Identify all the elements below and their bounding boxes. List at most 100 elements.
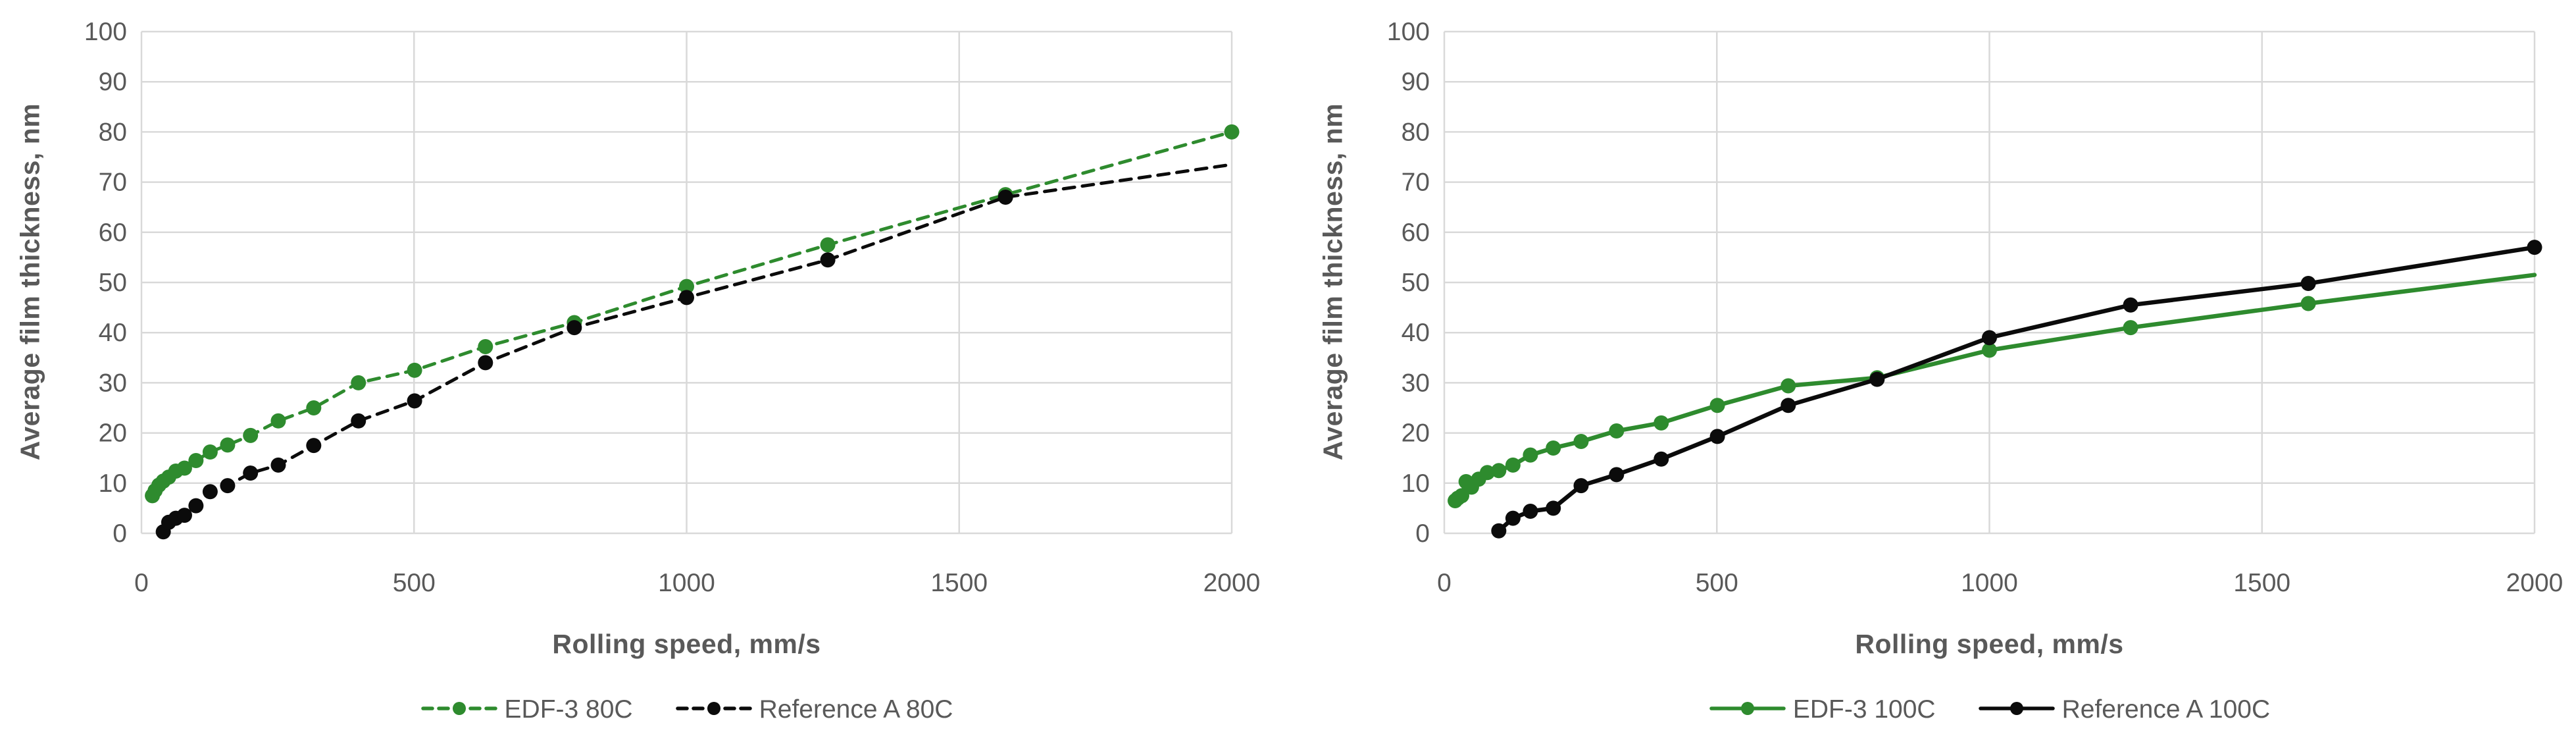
- data-point-marker: [270, 457, 286, 473]
- legend-sample-marker: [707, 701, 720, 715]
- x-tick-label: 2000: [1203, 569, 1261, 597]
- y-tick-label: 70: [1402, 169, 1430, 197]
- data-point-marker: [1479, 465, 1495, 481]
- data-point-marker: [243, 465, 259, 481]
- legend-line-sample: [1709, 697, 1786, 723]
- x-tick-label: 1500: [930, 569, 988, 597]
- data-point-marker: [820, 252, 836, 268]
- x-tick-label: 2000: [2506, 569, 2563, 597]
- y-tick-label: 90: [1402, 68, 1430, 96]
- legend-sample-svg: [675, 701, 752, 715]
- y-tick-label: 40: [1402, 319, 1430, 347]
- legend-item-edf3-80c: EDF-3 80C: [420, 695, 633, 724]
- legend-item-reference-a-100c: Reference A 100C: [1978, 695, 2271, 724]
- y-tick-label: 0: [1415, 519, 1430, 548]
- data-point-marker: [1546, 500, 1561, 516]
- data-point-marker: [1573, 434, 1589, 450]
- y-tick-label: 90: [99, 68, 127, 96]
- y-tick-label: 80: [1402, 118, 1430, 146]
- data-point-marker: [1491, 523, 1507, 539]
- legend-item-reference-a-80c: Reference A 80C: [675, 695, 953, 724]
- data-point-marker: [567, 320, 582, 336]
- data-point-marker: [351, 413, 366, 429]
- data-point-marker: [1654, 451, 1669, 467]
- data-point-marker: [2123, 320, 2138, 336]
- data-point-marker: [998, 189, 1013, 205]
- data-point-marker: [220, 437, 236, 453]
- series-line: [1453, 273, 2537, 503]
- y-tick-label: 10: [1402, 469, 1430, 498]
- x-tick-label: 1000: [658, 569, 715, 597]
- data-point-marker: [306, 438, 322, 454]
- data-point-marker: [1573, 478, 1589, 494]
- data-point-marker: [679, 290, 694, 306]
- data-point-marker: [306, 400, 322, 415]
- data-point-marker: [1609, 467, 1625, 483]
- x-tick-label: 1500: [2233, 569, 2290, 597]
- legend-line-sample: [420, 697, 498, 723]
- data-point-marker: [202, 484, 218, 500]
- y-tick-label: 30: [99, 369, 127, 397]
- legend-label: Reference A 80C: [759, 695, 953, 724]
- legend-label: EDF-3 80C: [504, 695, 633, 724]
- data-point-marker: [2300, 276, 2316, 292]
- y-tick-label: 40: [99, 319, 127, 347]
- data-point-marker: [188, 453, 204, 469]
- x-tick-label: 500: [393, 569, 436, 597]
- data-point-marker: [1609, 423, 1625, 439]
- data-point-marker: [351, 375, 366, 390]
- data-point-marker: [407, 362, 422, 378]
- legend-sample-marker: [1740, 701, 1754, 715]
- x-tick-label: 1000: [1961, 569, 2018, 597]
- legend-sample-marker: [2009, 701, 2023, 715]
- data-point-marker: [176, 460, 192, 476]
- y-tick-label: 20: [99, 419, 127, 448]
- y-tick-label: 60: [1402, 219, 1430, 247]
- legend-80c: EDF-3 80C Reference A 80C: [141, 695, 1232, 724]
- x-tick-label: 0: [134, 569, 149, 597]
- y-tick-label: 70: [99, 169, 127, 197]
- data-point-marker: [407, 393, 422, 409]
- data-point-marker: [1505, 457, 1521, 473]
- series-line: [1496, 245, 2537, 533]
- y-tick-label: 30: [1402, 369, 1430, 397]
- legend-line-sample: [675, 697, 753, 723]
- data-point-marker: [820, 237, 836, 253]
- legend-item-edf3-100c: EDF-3 100C: [1709, 695, 1936, 724]
- data-point-marker: [1491, 463, 1507, 479]
- data-point-marker: [478, 339, 493, 355]
- y-tick-label: 50: [1402, 269, 1430, 297]
- data-point-marker: [1654, 415, 1669, 431]
- x-axis-title-wrap: Rolling speed, mm/s: [1444, 629, 2535, 660]
- x-axis-title: Rolling speed, mm/s: [1855, 629, 2124, 659]
- legend-label: Reference A 100C: [2061, 695, 2271, 724]
- y-tick-label: 60: [99, 219, 127, 247]
- legend-sample-svg: [420, 701, 497, 715]
- chart-panel-80c: Average film thickness, nm 0 10 20 30 40 50 60…: [0, 0, 1273, 744]
- data-point-marker: [1780, 378, 1796, 394]
- data-point-marker: [1869, 371, 1885, 387]
- data-point-marker: [1709, 398, 1725, 413]
- legend-line-sample: [1978, 697, 2056, 723]
- data-point-marker: [188, 498, 204, 514]
- data-point-marker: [1709, 429, 1725, 444]
- data-point-marker: [679, 279, 694, 294]
- data-point-marker: [2527, 240, 2542, 255]
- series-line: [161, 163, 1234, 534]
- legend-sample-marker: [452, 701, 466, 715]
- x-axis-title-wrap: Rolling speed, mm/s: [141, 629, 1232, 660]
- y-tick-label: 10: [99, 469, 127, 498]
- legend-sample-svg: [1978, 701, 2055, 715]
- data-point-marker: [1982, 330, 1997, 346]
- data-point-marker: [1454, 488, 1470, 504]
- data-point-marker: [243, 427, 259, 443]
- x-tick-label: 500: [1696, 569, 1738, 597]
- data-point-marker: [1780, 398, 1796, 413]
- data-point-marker: [270, 413, 286, 429]
- y-tick-label: 100: [1387, 18, 1430, 46]
- data-point-marker: [202, 444, 218, 460]
- data-point-marker: [1523, 503, 1538, 519]
- legend-100c: EDF-3 100C Reference A 100C: [1444, 695, 2535, 724]
